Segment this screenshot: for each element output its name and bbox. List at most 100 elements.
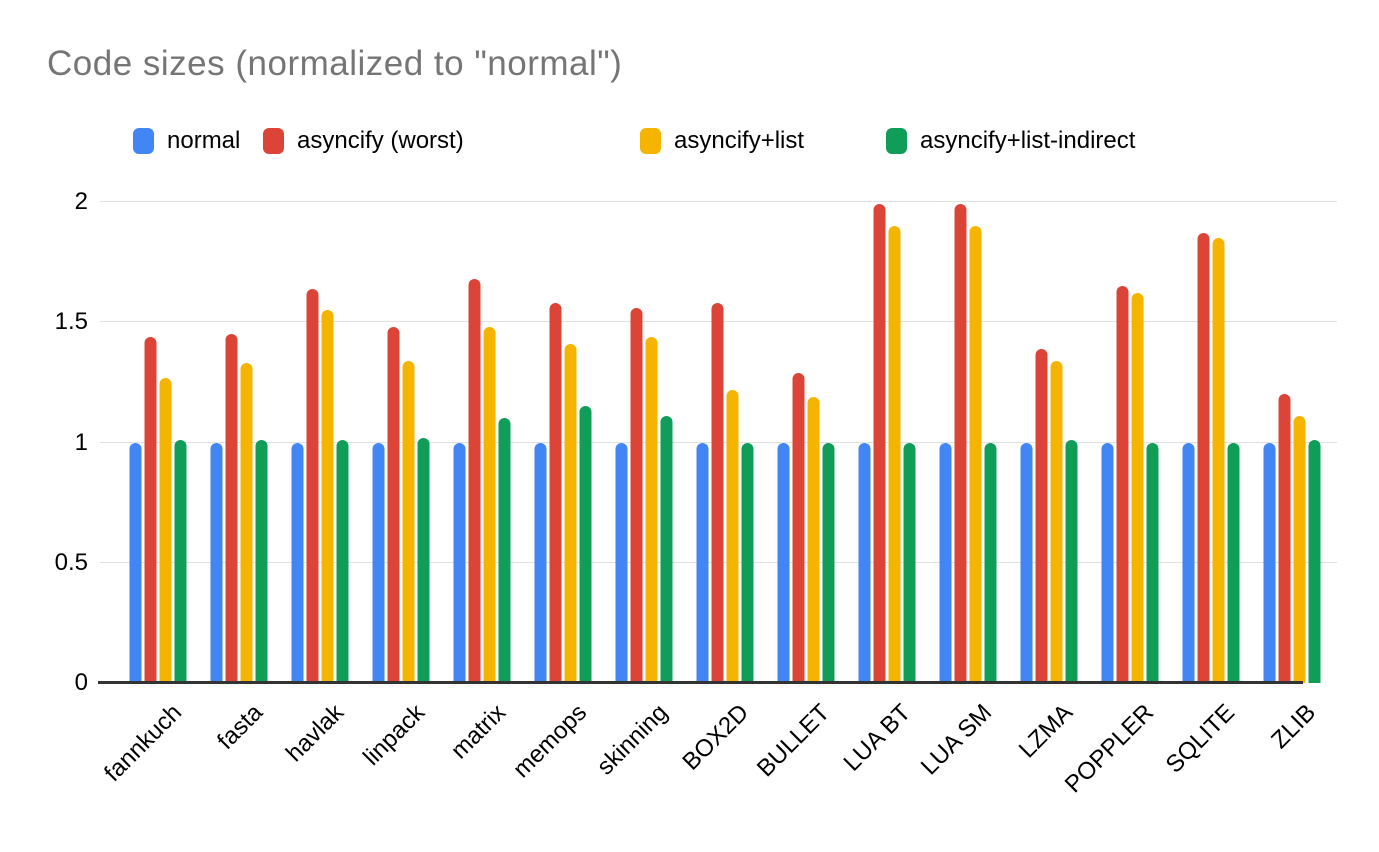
legend-swatch [886, 128, 907, 154]
bar [903, 442, 916, 683]
bar-group [1020, 202, 1078, 683]
bar [174, 440, 187, 683]
bar [792, 372, 805, 683]
bar [129, 442, 142, 683]
legend-swatch [640, 128, 661, 154]
x-axis-line [98, 681, 1303, 684]
legend-label: normal [167, 127, 241, 154]
bar [630, 307, 643, 683]
x-category-label: BOX2D [677, 699, 755, 776]
bar [660, 416, 673, 683]
bar [210, 442, 223, 683]
bar [984, 442, 997, 683]
y-tick-label: 0 [74, 669, 88, 696]
x-category-label: LUA SM [915, 699, 998, 781]
bar [1197, 233, 1210, 683]
bar [1131, 293, 1144, 683]
x-category-label: LUA BT [838, 699, 917, 777]
bar [468, 278, 481, 683]
bar [1212, 238, 1225, 683]
bar [822, 442, 835, 683]
bar [1278, 394, 1291, 683]
bar [726, 389, 739, 683]
bar [159, 377, 172, 683]
bar [144, 336, 157, 683]
bar [1146, 442, 1159, 683]
legend-item: asyncify+list [640, 127, 804, 155]
bar-group [696, 202, 754, 683]
chart-title: Code sizes (normalized to "normal") [47, 44, 623, 83]
bar [696, 442, 709, 683]
x-category-label: memops [507, 699, 593, 784]
bar-group [1182, 202, 1240, 683]
x-category-label: havlak [280, 699, 350, 768]
bar [336, 440, 349, 683]
bar [858, 442, 871, 683]
bar [417, 437, 430, 683]
bar [387, 327, 400, 683]
bar [453, 442, 466, 683]
bar [1308, 440, 1321, 683]
legend-swatch [133, 128, 154, 154]
bar [1035, 348, 1048, 683]
bar [969, 226, 982, 683]
legend-item: asyncify+list-indirect [886, 127, 1135, 155]
bar [807, 396, 820, 683]
bar [255, 440, 268, 683]
bar-group [129, 202, 187, 683]
bar [888, 226, 901, 683]
x-category-label: BULLET [751, 699, 836, 783]
bar [711, 303, 724, 683]
bar [1293, 416, 1306, 683]
bar [225, 334, 238, 683]
bar [1116, 286, 1129, 683]
bar [1050, 360, 1063, 683]
bar [564, 343, 577, 683]
x-category-label: linpack [358, 699, 431, 771]
bar [1065, 440, 1078, 683]
bar-group [534, 202, 592, 683]
bar-group [939, 202, 997, 683]
y-tick-label: 0.5 [54, 548, 88, 576]
bar [1227, 442, 1240, 683]
bar [1020, 442, 1033, 683]
y-tick-label: 2 [74, 188, 88, 215]
x-category-label: fannkuch [99, 699, 188, 787]
x-category-label: fasta [212, 699, 269, 755]
bar [954, 204, 967, 683]
gridline [100, 201, 1337, 202]
bar-group [615, 202, 673, 683]
bar-group [291, 202, 349, 683]
plot-area [98, 201, 1337, 684]
bar [483, 327, 496, 683]
bar [372, 442, 385, 683]
bar-group [210, 202, 268, 683]
bar-group [372, 202, 430, 683]
bar [873, 204, 886, 683]
x-category-label: matrix [445, 699, 512, 765]
x-category-label: SQLITE [1160, 699, 1241, 779]
x-category-label: LZMA [1013, 699, 1079, 764]
bar [1101, 442, 1114, 683]
bar [291, 442, 304, 683]
legend-item: normal [133, 127, 240, 155]
bar [777, 442, 790, 683]
bar [321, 310, 334, 683]
bar [645, 336, 658, 683]
bar [402, 360, 415, 683]
x-category-label: ZLIB [1266, 699, 1322, 754]
bar [306, 288, 319, 683]
bar-group [777, 202, 835, 683]
legend-item: asyncify (worst) [263, 127, 464, 155]
legend-label: asyncify+list-indirect [920, 127, 1136, 154]
bar [498, 418, 511, 683]
legend-label: asyncify+list [674, 127, 805, 154]
bar [741, 442, 754, 683]
bar [615, 442, 628, 683]
bar-group [858, 202, 916, 683]
bar [549, 303, 562, 683]
bar [534, 442, 547, 683]
bar-group [1263, 202, 1321, 683]
y-tick-label: 1.5 [54, 308, 88, 336]
y-tick-label: 1 [74, 428, 88, 456]
